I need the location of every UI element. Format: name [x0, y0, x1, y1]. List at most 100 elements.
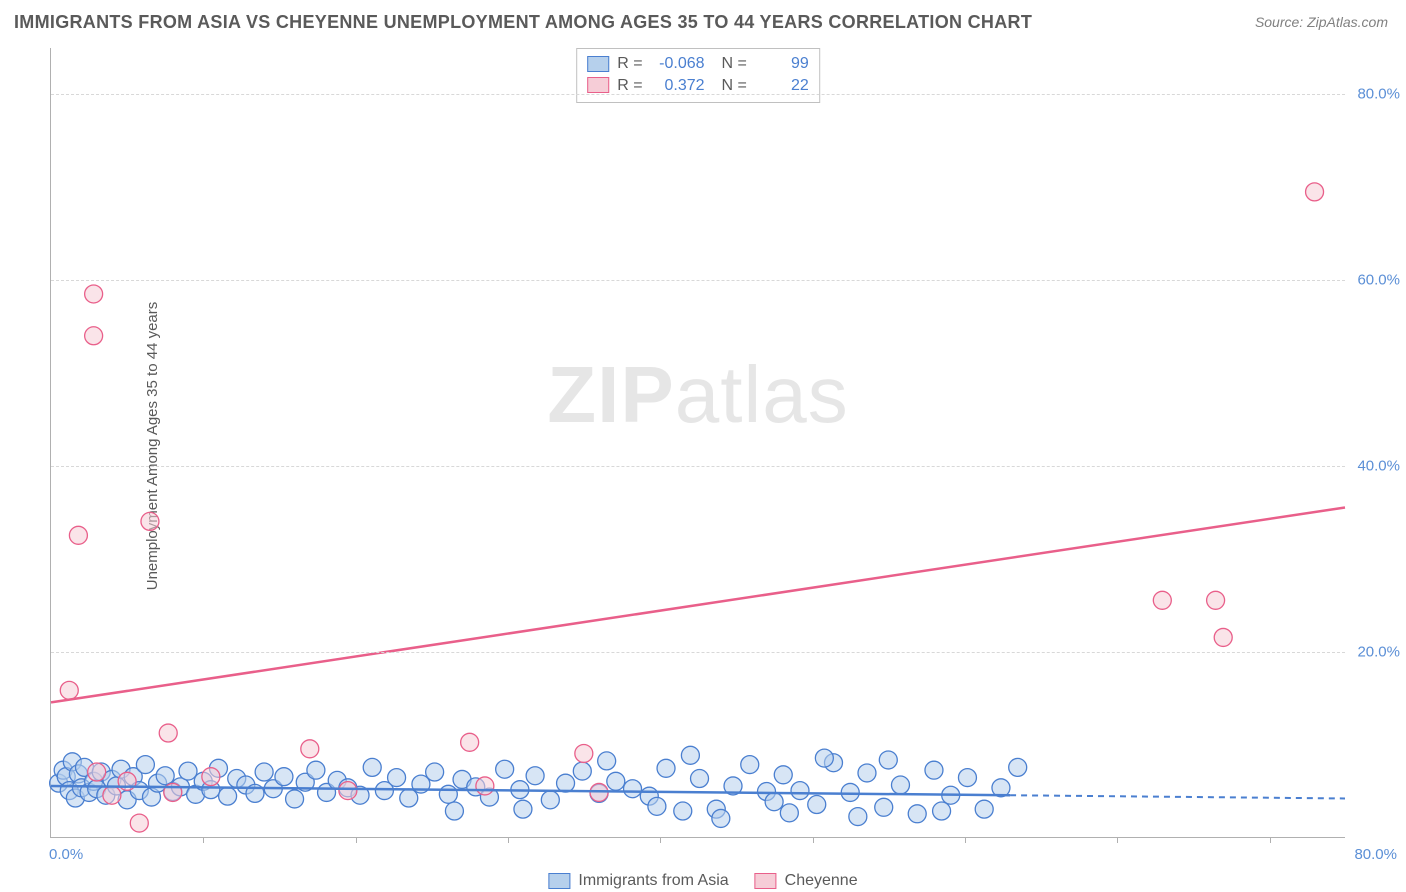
y-tick-label: 20.0%	[1357, 644, 1400, 661]
x-tick	[660, 837, 661, 843]
data-point	[815, 749, 833, 767]
data-point	[85, 285, 103, 303]
stat-r-label: R =	[617, 53, 642, 75]
data-point	[439, 785, 457, 803]
source-attribution: Source: ZipAtlas.com	[1255, 14, 1388, 30]
data-point	[301, 740, 319, 758]
data-point	[202, 768, 220, 786]
legend-label-1: Cheyenne	[785, 872, 858, 890]
gridline	[51, 280, 1345, 281]
x-tick	[203, 837, 204, 843]
data-point	[445, 802, 463, 820]
swatch-series-1	[587, 77, 609, 93]
data-point	[691, 770, 709, 788]
data-point	[712, 809, 730, 827]
x-axis-origin-label: 0.0%	[49, 846, 83, 863]
x-tick	[813, 837, 814, 843]
data-point	[624, 780, 642, 798]
data-point	[780, 804, 798, 822]
data-point	[275, 768, 293, 786]
data-point	[791, 782, 809, 800]
legend-swatch-0	[548, 873, 570, 889]
trend-line-extension	[1010, 795, 1345, 798]
data-point	[1153, 591, 1171, 609]
data-point	[103, 786, 121, 804]
stats-row-series-1: R = 0.372 N = 22	[587, 75, 809, 97]
data-point	[526, 767, 544, 785]
data-point	[674, 802, 692, 820]
stats-row-series-0: R = -0.068 N = 99	[587, 53, 809, 75]
data-point	[286, 790, 304, 808]
data-point	[925, 761, 943, 779]
x-axis-max-label: 80.0%	[1354, 846, 1397, 863]
y-tick-label: 60.0%	[1357, 272, 1400, 289]
stat-n-label: N =	[713, 53, 747, 75]
data-point	[891, 776, 909, 794]
data-point	[681, 746, 699, 764]
data-point	[136, 756, 154, 774]
data-point	[908, 805, 926, 823]
data-point	[1009, 758, 1027, 776]
data-point	[598, 752, 616, 770]
stat-r-value-1: 0.372	[651, 75, 705, 97]
swatch-series-0	[587, 56, 609, 72]
data-point	[808, 796, 826, 814]
data-point	[219, 787, 237, 805]
data-point	[879, 751, 897, 769]
y-tick-label: 40.0%	[1357, 458, 1400, 475]
data-point	[657, 759, 675, 777]
data-point	[933, 802, 951, 820]
legend-swatch-1	[755, 873, 777, 889]
y-tick-label: 80.0%	[1357, 86, 1400, 103]
stat-n-value-1: 22	[755, 75, 809, 97]
legend-label-0: Immigrants from Asia	[578, 872, 728, 890]
data-point	[958, 769, 976, 787]
data-point	[975, 800, 993, 818]
data-point	[1207, 591, 1225, 609]
data-point	[858, 764, 876, 782]
data-point	[1214, 628, 1232, 646]
data-point	[461, 733, 479, 751]
data-point	[339, 782, 357, 800]
stat-r-label: R =	[617, 75, 642, 97]
data-point	[741, 756, 759, 774]
data-point	[774, 766, 792, 784]
data-point	[159, 724, 177, 742]
data-point	[648, 797, 666, 815]
data-point	[179, 762, 197, 780]
data-point	[557, 774, 575, 792]
data-point	[388, 769, 406, 787]
data-point	[541, 791, 559, 809]
legend-bottom: Immigrants from Asia Cheyenne	[548, 872, 857, 890]
data-point	[60, 681, 78, 699]
x-tick	[508, 837, 509, 843]
gridline	[51, 652, 1345, 653]
stat-r-value-0: -0.068	[651, 53, 705, 75]
data-point	[85, 327, 103, 345]
data-point	[607, 772, 625, 790]
legend-item-0: Immigrants from Asia	[548, 872, 728, 890]
data-point	[514, 800, 532, 818]
trend-line	[51, 507, 1345, 702]
data-point	[307, 761, 325, 779]
data-point	[130, 814, 148, 832]
data-point	[875, 798, 893, 816]
data-point	[476, 777, 494, 795]
chart-svg	[51, 48, 1345, 837]
data-point	[255, 763, 273, 781]
data-point	[88, 763, 106, 781]
x-tick	[1270, 837, 1271, 843]
plot-area: ZIPatlas R = -0.068 N = 99 R = 0.372 N =…	[50, 48, 1345, 838]
data-point	[141, 512, 159, 530]
data-point	[765, 793, 783, 811]
x-tick	[356, 837, 357, 843]
data-point	[69, 526, 87, 544]
x-tick	[965, 837, 966, 843]
legend-item-1: Cheyenne	[755, 872, 858, 890]
stat-n-value-0: 99	[755, 53, 809, 75]
stat-n-label: N =	[713, 75, 747, 97]
data-point	[575, 744, 593, 762]
data-point	[363, 758, 381, 776]
data-point	[1306, 183, 1324, 201]
data-point	[426, 763, 444, 781]
